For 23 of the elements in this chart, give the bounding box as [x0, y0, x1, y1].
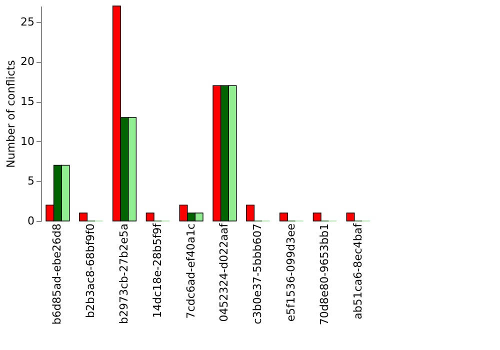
x-tick-label: e5f1536-099d3ee — [284, 223, 298, 322]
bar — [246, 204, 255, 222]
x-tick-label: 0452324-d022aaf — [218, 222, 231, 322]
y-tick-label: 25 — [20, 15, 34, 28]
x-tick-label: 70d8e80-9653bb1 — [318, 224, 331, 326]
y-tick-label: 15 — [20, 95, 34, 108]
y-tick-label: 20 — [20, 55, 34, 68]
bar — [79, 212, 88, 222]
x-tick-label: ab51ca6-8ec4baf — [351, 222, 364, 320]
y-tick-label: 5 — [28, 174, 34, 188]
x-tick-label: 7cdc6ad-ef40a1c — [184, 224, 198, 319]
y-tick-label: 10 — [20, 134, 34, 148]
bar — [312, 212, 322, 222]
y-axis-title: Number of conflicts — [4, 60, 18, 168]
bar — [146, 212, 154, 222]
y-tick-label: 0 — [28, 214, 34, 228]
x-tick-label: b2973cb-27b2e5a — [118, 224, 130, 324]
bar — [346, 212, 355, 222]
bar — [279, 212, 288, 222]
x-tick-label: 14dc18e-28b5f9f — [150, 222, 164, 318]
x-tick-label: b6d85ad-ebe26d8 — [50, 224, 64, 325]
x-tick-label: c3b0e37-5bbb607 — [251, 224, 264, 324]
x-tick-label: b2b3ac8-68bf9f0 — [84, 224, 98, 318]
